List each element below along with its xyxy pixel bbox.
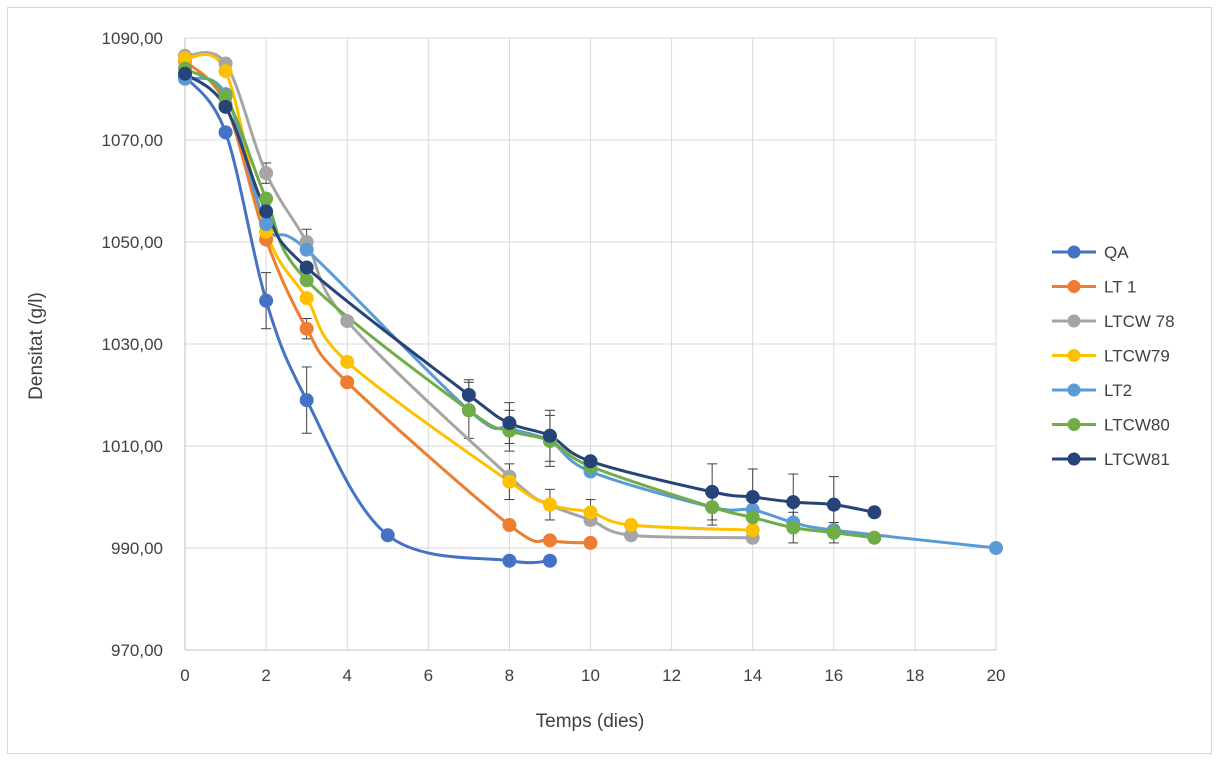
data-point	[340, 314, 355, 329]
y-tick-label: 990,00	[111, 539, 163, 558]
series-line-1	[183, 59, 591, 545]
data-point	[502, 553, 517, 568]
legend-marker	[1067, 349, 1081, 362]
y-tick-label: 970,00	[111, 641, 163, 660]
legend-label: LT 1	[1104, 278, 1136, 297]
data-point	[786, 495, 801, 510]
data-point	[826, 497, 841, 512]
data-point	[178, 66, 192, 81]
legend-label: LTCW79	[1104, 347, 1170, 366]
legend: QA LT 1 LTCW 78 LTCW79 LT2 LTCW80 LTCW81	[1052, 243, 1175, 469]
legend-item: QA	[1052, 243, 1129, 262]
data-point	[299, 291, 314, 306]
legend-marker	[1067, 452, 1081, 466]
x-tick-label: 6	[424, 666, 433, 685]
data-point	[218, 64, 233, 79]
x-tick-label: 12	[662, 666, 681, 685]
y-tick-label: 1090,00	[102, 29, 163, 48]
legend-marker	[1067, 280, 1081, 293]
legend-label: LTCW80	[1104, 416, 1170, 435]
x-tick-label: 18	[905, 666, 924, 685]
data-point	[380, 528, 395, 543]
legend-item: LTCW81	[1052, 450, 1170, 469]
data-point	[502, 518, 517, 533]
x-tick-label: 14	[743, 666, 762, 685]
series-line-5	[184, 67, 875, 540]
legend-label: QA	[1104, 243, 1129, 262]
data-point	[340, 354, 355, 369]
y-tick-label: 1050,00	[102, 233, 163, 252]
data-point	[542, 428, 557, 443]
data-point	[867, 530, 882, 545]
data-point	[259, 166, 274, 181]
data-point	[705, 500, 720, 515]
legend-marker	[1067, 383, 1081, 397]
data-point	[218, 99, 233, 114]
y-tick-label: 1030,00	[102, 335, 163, 354]
legend-item: LTCW 78	[1052, 312, 1175, 331]
data-point	[218, 125, 233, 140]
legend-marker	[1067, 314, 1081, 328]
legend-item: LT2	[1052, 381, 1132, 400]
data-point	[745, 523, 760, 538]
data-point	[745, 510, 760, 525]
data-point	[299, 393, 314, 408]
data-point	[583, 535, 598, 550]
data-point	[502, 474, 517, 489]
legend-label: LT2	[1104, 381, 1132, 400]
data-point	[786, 520, 801, 535]
series-line-2	[184, 51, 753, 540]
data-point	[299, 273, 314, 288]
data-point	[259, 217, 274, 232]
data-point	[542, 497, 557, 512]
y-tick-label: 1070,00	[102, 131, 163, 150]
y-axis-title: Densitat (g/l)	[26, 292, 47, 400]
data-point	[989, 541, 1003, 555]
legend-marker	[1067, 418, 1081, 431]
data-point	[583, 505, 598, 520]
data-point	[299, 242, 314, 257]
data-point	[867, 505, 882, 520]
data-point	[583, 454, 598, 469]
legend-item: LTCW80	[1052, 416, 1170, 435]
legend-item: LTCW79	[1052, 347, 1170, 366]
tick-labels: 0 2 4 6 8 10 12 14 16 18 20 970,00 990,00 1010,00 1030…	[102, 29, 1006, 685]
data-point	[461, 388, 476, 402]
x-tick-label: 16	[824, 666, 843, 685]
legend-label: LTCW 78	[1104, 312, 1175, 331]
x-tick-label: 2	[261, 666, 270, 685]
x-axis-title: Temps (dies)	[536, 711, 645, 732]
data-point	[624, 518, 639, 533]
data-point	[542, 553, 557, 568]
data-point	[826, 525, 841, 540]
series-points	[178, 48, 1003, 568]
data-point	[299, 321, 314, 336]
x-tick-label: 4	[342, 666, 351, 685]
data-point	[299, 260, 314, 275]
data-point	[745, 490, 760, 504]
series-line-3	[184, 52, 753, 532]
axes	[184, 38, 996, 651]
data-point	[259, 191, 274, 206]
chart-frame	[7, 7, 1212, 754]
data-point	[259, 293, 274, 308]
data-point	[705, 484, 720, 499]
legend-marker	[1067, 245, 1081, 259]
legend-label: LTCW81	[1104, 450, 1170, 469]
x-tick-label: 0	[180, 666, 189, 685]
x-tick-label: 20	[987, 666, 1006, 685]
data-point	[340, 375, 355, 390]
x-tick-label: 10	[581, 666, 600, 685]
grid-lines	[184, 37, 997, 651]
x-tick-label: 8	[505, 666, 514, 685]
y-tick-label: 1010,00	[102, 437, 163, 456]
data-point	[502, 416, 517, 431]
legend-item: LT 1	[1052, 278, 1136, 297]
data-point	[259, 204, 274, 219]
data-point	[542, 533, 557, 548]
data-point	[461, 403, 476, 418]
